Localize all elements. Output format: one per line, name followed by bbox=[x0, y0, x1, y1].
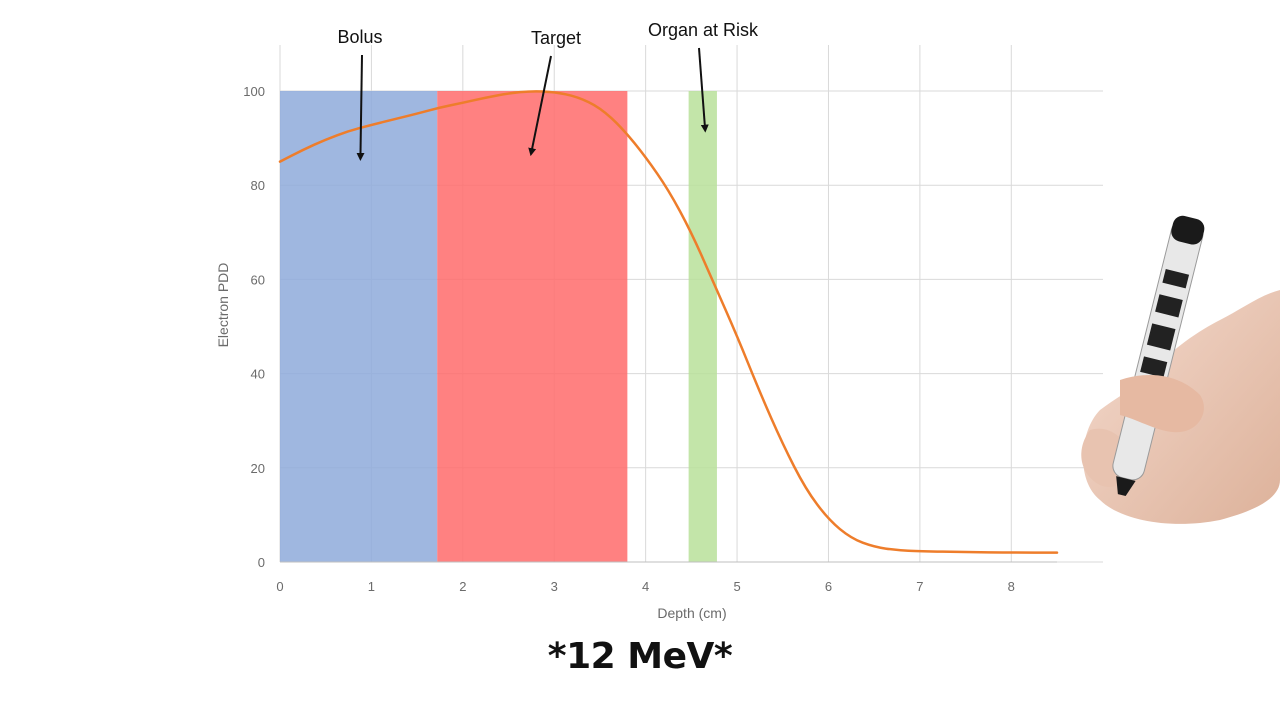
annotation-label: Bolus bbox=[337, 27, 382, 47]
y-axis-title: Electron PDD bbox=[215, 263, 231, 348]
x-tick-label: 5 bbox=[733, 579, 740, 594]
annotation-label: Target bbox=[531, 28, 581, 48]
x-tick-label: 8 bbox=[1008, 579, 1015, 594]
annotation-label: Organ at Risk bbox=[648, 20, 759, 40]
x-tick-label: 0 bbox=[276, 579, 283, 594]
region-organ-at-risk bbox=[688, 91, 717, 562]
y-tick-label: 100 bbox=[243, 84, 265, 99]
annotation-arrow bbox=[356, 54, 365, 161]
region-bolus bbox=[280, 91, 438, 562]
x-tick-label: 1 bbox=[368, 579, 375, 594]
region-target bbox=[437, 91, 628, 562]
x-tick-label: 7 bbox=[916, 579, 923, 594]
x-tick-label: 2 bbox=[459, 579, 466, 594]
y-tick-label: 40 bbox=[251, 367, 265, 382]
annotation-layer: Bolus Target Organ at Risk bbox=[337, 20, 759, 161]
region-layer bbox=[280, 91, 717, 562]
series-layer bbox=[278, 90, 1059, 554]
y-tick-label: 0 bbox=[258, 555, 265, 570]
hand-marker-icon bbox=[1081, 215, 1280, 524]
x-tick-label: 3 bbox=[551, 579, 558, 594]
y-tick-label: 20 bbox=[251, 461, 265, 476]
y-tick-label: 60 bbox=[251, 272, 265, 287]
pdd-series-line bbox=[278, 90, 1059, 554]
x-axis-title: Depth (cm) bbox=[657, 605, 726, 621]
annotation-arrow bbox=[528, 55, 552, 157]
annotation-arrow bbox=[698, 47, 709, 133]
x-tick-label: 4 bbox=[642, 579, 649, 594]
y-tick-label: 80 bbox=[251, 178, 265, 193]
hand-with-marker-image bbox=[1060, 200, 1280, 580]
x-tick-label: 6 bbox=[825, 579, 832, 594]
energy-caption: *12 MeV* bbox=[547, 636, 733, 677]
